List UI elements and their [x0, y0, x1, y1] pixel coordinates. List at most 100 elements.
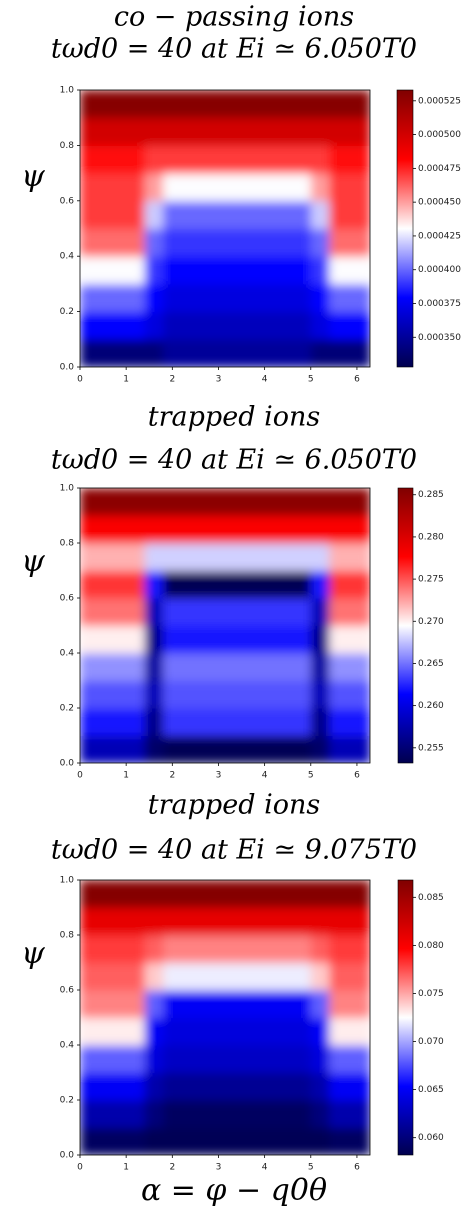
heat-cell: [329, 488, 370, 516]
heat-cell: [273, 200, 312, 229]
heat-cell: [200, 570, 238, 599]
heat-cell: [236, 680, 275, 709]
y-tick-label: 0.0: [60, 1151, 75, 1161]
heat-cell: [236, 117, 275, 146]
heat-cell: [80, 339, 118, 367]
heat-cell: [80, 935, 118, 963]
heat-cell: [310, 228, 330, 257]
heat-cell: [80, 117, 118, 146]
heat-cell: [144, 1127, 164, 1155]
heat-cell: [273, 543, 312, 571]
heat-cell: [163, 935, 201, 963]
heat-cell: [310, 173, 330, 202]
x-tick-label: 5: [308, 375, 314, 385]
colorbar-tick-label: 0.000400: [418, 265, 461, 275]
x-tick-label: 2: [169, 1163, 175, 1173]
heat-cell: [236, 880, 275, 908]
colorbar-tick-label: 0.060: [418, 1133, 444, 1143]
x-tick-label: 0: [77, 1163, 83, 1173]
heat-cell: [200, 1017, 238, 1046]
heat-cell: [144, 543, 164, 571]
heat-cell: [329, 570, 370, 599]
heat-cell: [273, 570, 312, 599]
x-tick-label: 4: [262, 375, 268, 385]
y-tick-label: 1.0: [60, 876, 75, 886]
heat-cell: [144, 228, 164, 257]
heat-cell: [163, 1127, 201, 1155]
x-tick-label: 3: [216, 375, 222, 385]
y-tick-label: 0.6: [60, 986, 75, 996]
heat-cell: [80, 1100, 118, 1128]
colorbar: [397, 879, 414, 1156]
heat-cell: [273, 680, 312, 709]
heat-cell: [310, 1017, 330, 1046]
colorbar-tick-label: 0.280: [418, 532, 444, 542]
heat-cell: [163, 311, 201, 340]
heat-cell: [116, 228, 146, 257]
heat-cell: [200, 653, 238, 681]
heat-cell: [144, 90, 164, 119]
heat-cell: [329, 1045, 370, 1073]
heat-cell: [329, 117, 370, 146]
heat-cell: [144, 1017, 164, 1046]
heat-cell: [273, 1100, 312, 1128]
colorbar-tick-label: 0.000450: [418, 198, 461, 208]
heat-cell: [116, 735, 146, 763]
heat-cell: [236, 907, 275, 936]
heat-cell: [200, 488, 238, 516]
heat-cell: [236, 200, 275, 229]
x-tick-label: 1: [123, 375, 129, 385]
heat-cell: [116, 1045, 146, 1073]
heat-cell: [329, 735, 370, 763]
heat-cell: [80, 598, 118, 626]
chart-subtitle: tωd0 = 40 at Ei ≃ 6.050T0: [51, 445, 417, 476]
heat-cell: [163, 1045, 201, 1073]
heat-cell: [236, 625, 275, 654]
heat-cell: [329, 543, 370, 571]
heat-cell: [329, 228, 370, 257]
heat-cell: [273, 962, 312, 991]
x-tick-label: 3: [216, 1163, 222, 1173]
heat-cell: [236, 735, 275, 763]
heat-cell: [144, 735, 164, 763]
heat-cell: [144, 708, 164, 736]
heat-cell: [273, 735, 312, 763]
heat-cell: [80, 228, 118, 257]
y-tick-label: 0.0: [60, 363, 75, 373]
y-tick-label: 0.4: [60, 252, 75, 262]
heat-cell: [329, 1072, 370, 1101]
heat-cell: [80, 543, 118, 571]
heat-cell: [144, 907, 164, 936]
colorbar-tick-label: 0.000375: [418, 299, 461, 309]
colorbar-tick-label: 0.275: [418, 575, 444, 585]
heat-cell: [236, 962, 275, 991]
heat-cell: [116, 990, 146, 1018]
heat-cell: [144, 311, 164, 340]
y-tick-label: 0.2: [60, 704, 74, 714]
heat-cell: [329, 1017, 370, 1046]
heat-cell: [116, 311, 146, 340]
heat-cell: [144, 598, 164, 626]
heat-cell: [163, 173, 201, 202]
heat-cell: [200, 962, 238, 991]
heat-cell: [144, 339, 164, 367]
heat-cell: [144, 570, 164, 599]
heat-cell: [329, 935, 370, 963]
heat-cell: [116, 515, 146, 544]
heat-cell: [144, 625, 164, 654]
heat-cell: [310, 680, 330, 709]
plot-frame: [79, 879, 371, 1156]
heat-cell: [329, 598, 370, 626]
heat-cell: [80, 145, 118, 174]
heat-cell: [163, 990, 201, 1018]
heat-cell: [163, 708, 201, 736]
heat-cell: [200, 1045, 238, 1073]
heat-cell: [144, 880, 164, 908]
heat-cell: [116, 653, 146, 681]
heat-cell: [144, 680, 164, 709]
heat-cell: [116, 283, 146, 313]
heat-cell: [80, 1072, 118, 1101]
heat-cell: [80, 880, 118, 908]
heat-cell: [200, 283, 238, 313]
heat-cell: [144, 173, 164, 202]
